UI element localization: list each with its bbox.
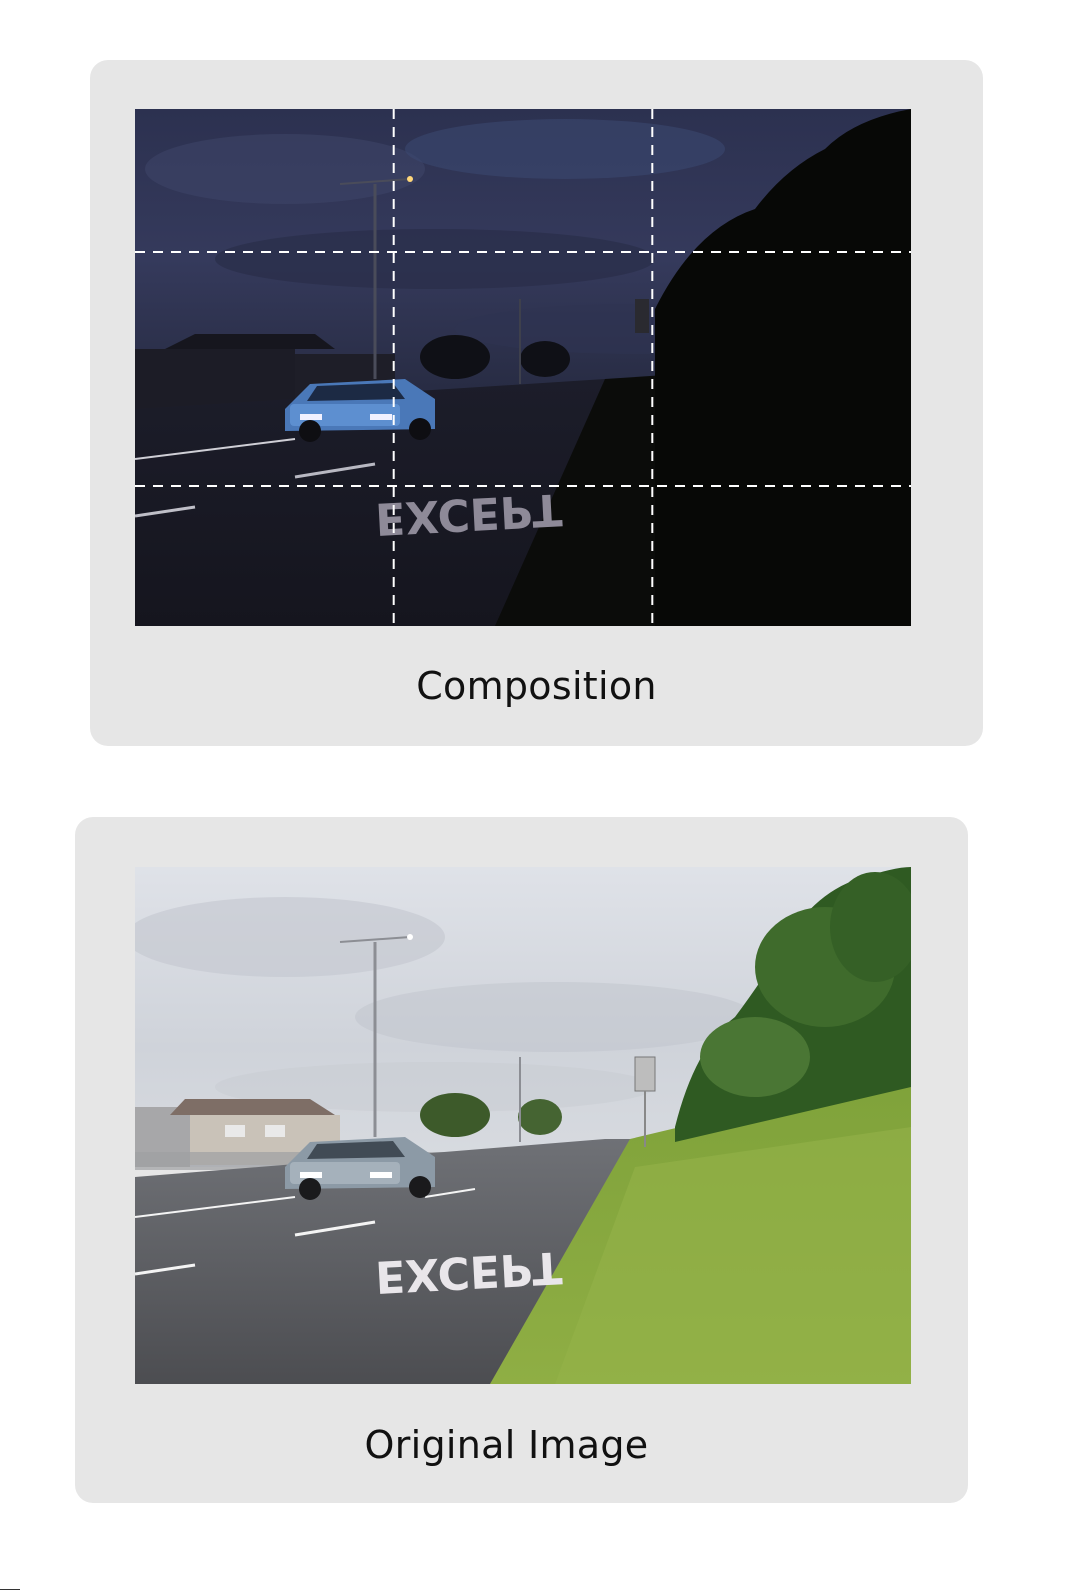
road-text: EXCEPT: [374, 1241, 563, 1302]
original-image-caption: Original Image: [364, 1423, 649, 1467]
road-text: EXCEPT: [374, 483, 563, 544]
corner-mark: [0, 1589, 20, 1590]
original-image-card: EXCEPT Original Image: [75, 817, 968, 1503]
composition-caption: Composition: [416, 664, 657, 708]
composition-photo: EXCEPT: [135, 109, 911, 626]
original-photo-svg: EXCEPT: [135, 867, 911, 1384]
original-photo: EXCEPT: [135, 867, 911, 1384]
composition-photo-svg: EXCEPT: [135, 109, 911, 626]
composition-card: EXCEPT: [90, 60, 983, 746]
